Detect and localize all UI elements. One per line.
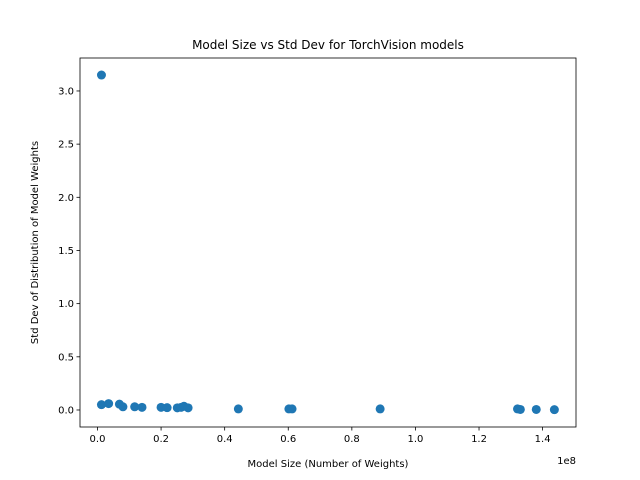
data-point — [118, 402, 128, 412]
data-point — [183, 403, 193, 413]
y-tick-label: 0.5 — [58, 352, 74, 363]
plot-area — [80, 58, 576, 427]
x-tick-label: 0.0 — [90, 434, 106, 445]
data-point — [375, 404, 385, 414]
data-point — [233, 404, 243, 414]
x-tick-label: 1.4 — [535, 434, 551, 445]
y-tick-label: 3.0 — [58, 86, 74, 97]
x-tick-label: 1.2 — [471, 434, 487, 445]
x-tick-label: 0.2 — [153, 434, 169, 445]
x-axis-label: Model Size (Number of Weights) — [248, 459, 409, 470]
data-point — [162, 403, 172, 413]
y-tick-label: 0.0 — [58, 405, 74, 416]
x-axis-offset-label: 1e8 — [557, 456, 576, 467]
data-point — [130, 402, 140, 412]
y-tick-label: 2.0 — [58, 193, 74, 204]
data-point — [104, 399, 114, 409]
y-tick-label: 1.0 — [58, 299, 74, 310]
data-point — [531, 404, 541, 414]
y-tick-label: 1.5 — [58, 246, 74, 257]
data-point — [137, 402, 147, 412]
y-axis-ticks: 0.0 0.5 1.0 1.5 2.0 2.5 3.0 — [58, 86, 80, 416]
data-point — [96, 400, 106, 410]
y-axis-label: Std Dev of Distribution of Model Weights — [30, 141, 41, 344]
x-tick-label: 0.4 — [217, 434, 233, 445]
plot-frame — [79, 57, 577, 428]
chart-title: Model Size vs Std Dev for TorchVision mo… — [192, 38, 464, 52]
x-axis-ticks: 0.0 0.2 0.4 0.6 0.8 1.0 1.2 1.4 — [90, 427, 551, 445]
data-points — [96, 70, 559, 415]
y-tick-label: 2.5 — [58, 140, 74, 151]
data-point — [287, 404, 297, 414]
x-tick-label: 0.6 — [280, 434, 296, 445]
data-point — [549, 405, 559, 415]
x-tick-label: 0.8 — [344, 434, 360, 445]
x-tick-label: 1.0 — [407, 434, 423, 445]
data-point — [515, 404, 525, 414]
data-point — [96, 70, 106, 80]
